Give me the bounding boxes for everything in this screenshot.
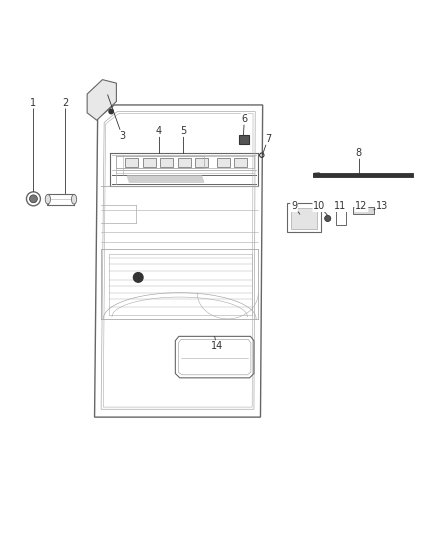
Polygon shape: [353, 207, 374, 214]
Text: 8: 8: [356, 148, 362, 158]
FancyBboxPatch shape: [290, 207, 317, 229]
Text: 5: 5: [180, 126, 186, 136]
FancyBboxPatch shape: [239, 135, 249, 144]
FancyBboxPatch shape: [160, 158, 173, 167]
FancyBboxPatch shape: [125, 158, 138, 167]
FancyBboxPatch shape: [143, 158, 155, 167]
Polygon shape: [127, 176, 204, 182]
Text: 2: 2: [62, 98, 68, 108]
Text: 3: 3: [119, 131, 125, 141]
Circle shape: [325, 215, 331, 222]
Text: 11: 11: [334, 201, 346, 211]
Polygon shape: [87, 79, 117, 120]
Text: 4: 4: [155, 126, 162, 136]
Text: 1: 1: [29, 98, 35, 108]
Circle shape: [109, 109, 113, 114]
Text: 10: 10: [313, 201, 325, 211]
FancyBboxPatch shape: [195, 158, 208, 167]
FancyBboxPatch shape: [177, 158, 191, 167]
Polygon shape: [314, 173, 319, 176]
Ellipse shape: [45, 195, 50, 204]
Ellipse shape: [71, 195, 77, 204]
Text: 14: 14: [211, 341, 223, 351]
Circle shape: [29, 195, 37, 203]
Text: 9: 9: [291, 201, 297, 211]
Text: 7: 7: [265, 134, 271, 144]
Text: 13: 13: [376, 201, 389, 211]
FancyBboxPatch shape: [234, 158, 247, 167]
Text: 12: 12: [355, 201, 367, 211]
FancyBboxPatch shape: [217, 158, 230, 167]
Circle shape: [134, 272, 143, 282]
Text: 6: 6: [241, 114, 247, 124]
